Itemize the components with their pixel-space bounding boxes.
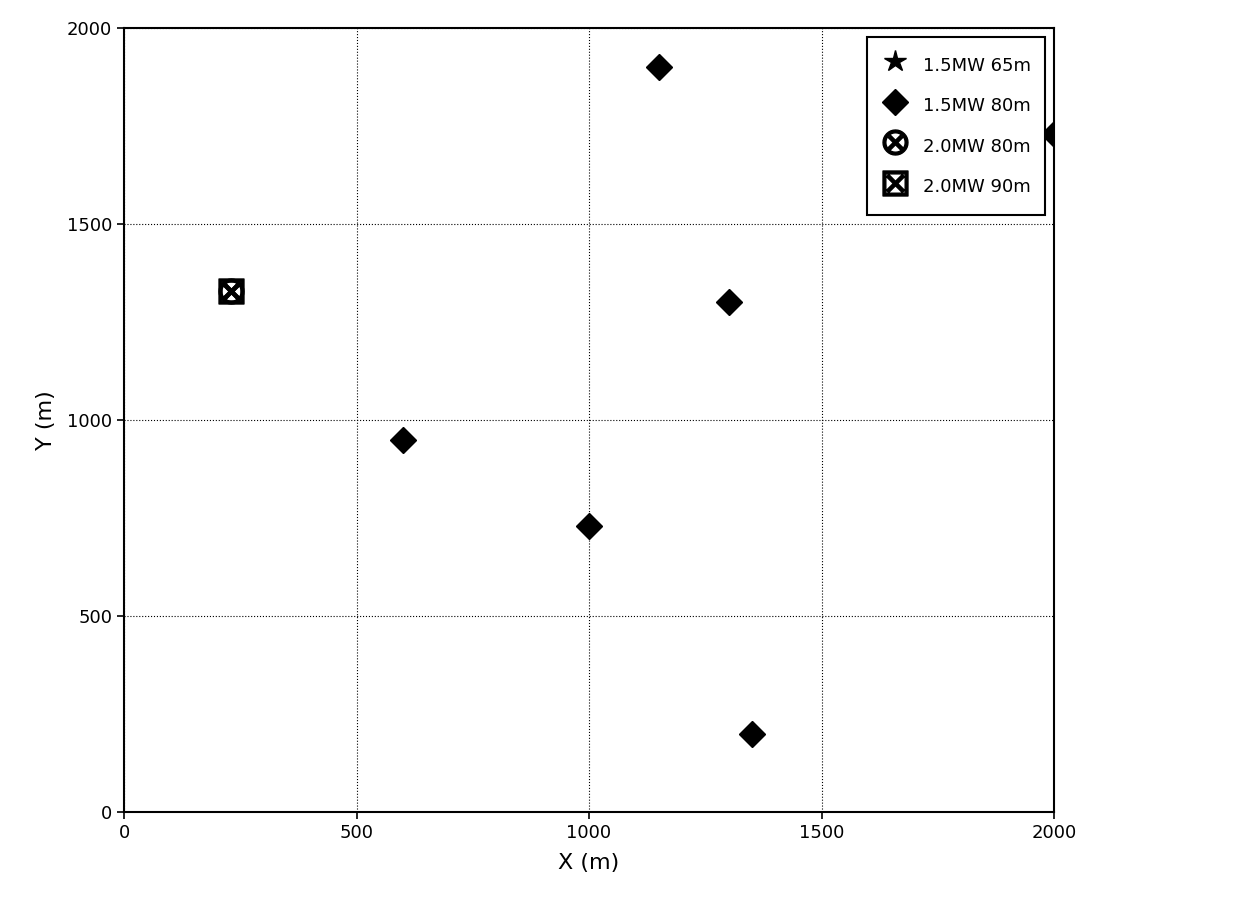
1.5MW 80m (651, 62, 666, 73)
1.5MW 80m (396, 434, 410, 445)
X-axis label: X (m): X (m) (558, 853, 620, 873)
Y-axis label: Y (m): Y (m) (36, 390, 56, 450)
1.5MW 80m (1047, 128, 1061, 139)
1.5MW 80m (582, 521, 596, 532)
1.5MW 80m (744, 728, 759, 739)
1.5MW 80m (722, 297, 737, 308)
Legend: 1.5MW 65m, 1.5MW 80m, 2.0MW 80m, 2.0MW 90m: 1.5MW 65m, 1.5MW 80m, 2.0MW 80m, 2.0MW 9… (867, 37, 1045, 215)
Line: 1.5MW 80m: 1.5MW 80m (394, 58, 1063, 743)
